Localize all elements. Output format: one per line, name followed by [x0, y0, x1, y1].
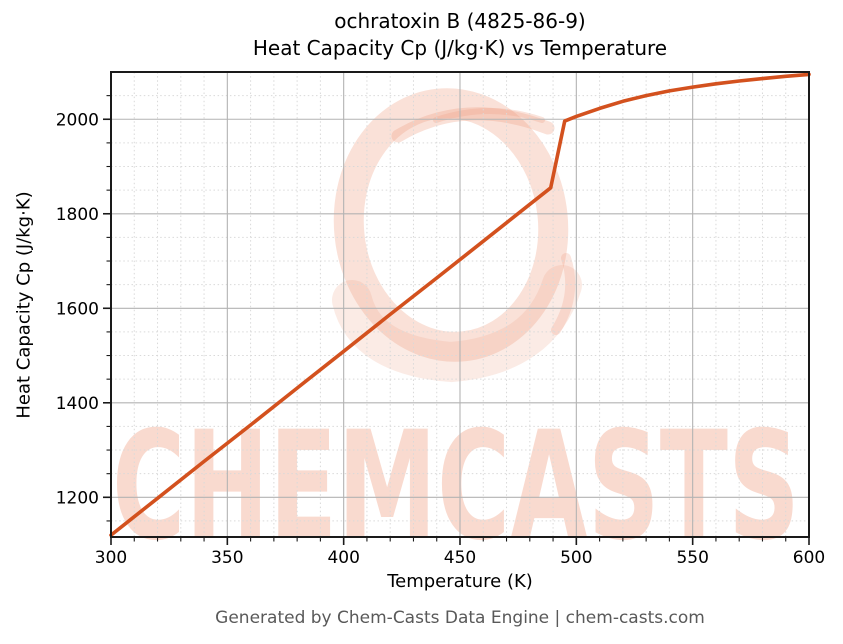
svg-text:1800: 1800	[56, 205, 99, 225]
cp-curve	[109, 72, 811, 537]
svg-text:450: 450	[444, 548, 476, 568]
major-gridlines	[111, 72, 809, 537]
chart-title-line1: ochratoxin B (4825-86-9)	[334, 9, 586, 33]
svg-text:500: 500	[560, 548, 592, 568]
svg-text:600: 600	[793, 548, 825, 568]
brush-circle-logo-icon	[332, 88, 582, 383]
y-axis-label: Heat Capacity Cp (J/kg·K)	[13, 191, 35, 419]
svg-text:1600: 1600	[56, 299, 99, 319]
y-tick-labels: 1200 1400 1600 1800 2000	[56, 110, 99, 508]
svg-text:350: 350	[211, 548, 243, 568]
x-axis-label: Temperature (K)	[387, 571, 533, 592]
axis-ticks	[103, 118, 810, 545]
chart-title-block: ochratoxin B (4825-86-9) Heat Capacity C…	[111, 8, 809, 62]
chart-title-line2: Heat Capacity Cp (J/kg·K) vs Temperature	[252, 36, 668, 60]
footer-credit: Generated by Chem-Casts Data Engine | ch…	[215, 608, 705, 628]
svg-text:550: 550	[676, 548, 708, 568]
x-tick-labels: 300 350 400 450 500 550 600	[95, 548, 825, 568]
watermark: CHEMCASTS	[112, 88, 800, 574]
svg-text:2000: 2000	[56, 110, 99, 130]
svg-text:300: 300	[95, 548, 127, 568]
svg-text:1400: 1400	[56, 394, 99, 414]
axis-minor-ticks	[106, 95, 787, 542]
svg-text:400: 400	[327, 548, 359, 568]
svg-text:1200: 1200	[56, 488, 99, 508]
